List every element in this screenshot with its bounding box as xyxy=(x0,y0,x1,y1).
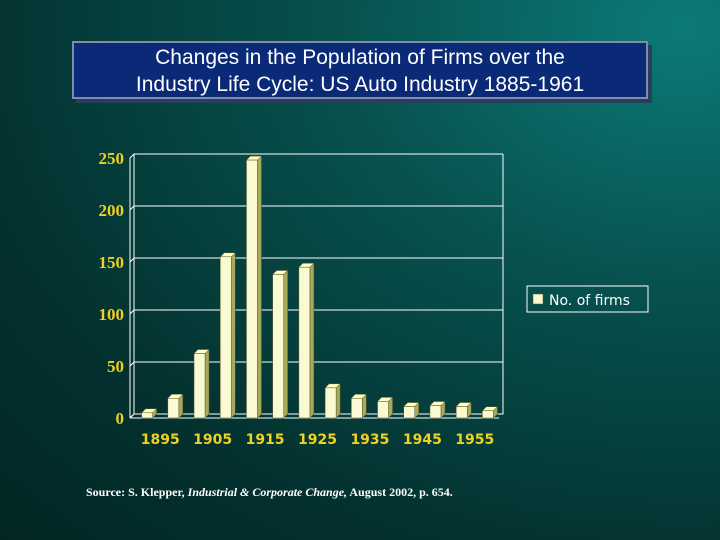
bar xyxy=(298,266,311,419)
legend-swatch xyxy=(532,293,544,305)
bar xyxy=(351,397,363,419)
x-tick-label: 1925 xyxy=(298,432,337,448)
legend-box xyxy=(526,285,649,313)
title-line-1: Changes in the Population of Firms over … xyxy=(155,46,565,69)
bar-side xyxy=(231,252,236,419)
bar xyxy=(167,397,180,419)
bar-side xyxy=(204,348,210,419)
gridline xyxy=(129,413,503,419)
plot-floor-edge xyxy=(129,154,504,419)
y-tick-label: 150 xyxy=(99,253,125,272)
x-tick-label: 1915 xyxy=(246,432,285,448)
bar-side xyxy=(178,393,184,419)
y-tick-label: 0 xyxy=(116,409,125,428)
legend-label: No. of firms xyxy=(549,293,630,309)
source-journal: Industrial & Corporate Change, xyxy=(187,485,348,499)
bar-side xyxy=(335,383,341,419)
gridline xyxy=(129,361,503,367)
bar xyxy=(193,353,206,419)
x-tick-label: 1955 xyxy=(455,432,494,448)
bar xyxy=(429,405,442,419)
x-tick-label: 1935 xyxy=(350,432,389,448)
bar xyxy=(324,387,337,419)
source-note: Source: S. Klepper, Industrial & Corpora… xyxy=(86,485,453,500)
bar xyxy=(455,406,468,419)
bar-side xyxy=(283,269,288,419)
chart-title: Changes in the Population of Firms over … xyxy=(72,41,648,99)
bar xyxy=(482,410,494,419)
y-tick-label: 50 xyxy=(107,357,124,376)
y-tick-label: 100 xyxy=(99,305,125,324)
gridline xyxy=(129,257,503,263)
source-suffix: August 2002, p. 654. xyxy=(349,485,453,499)
y-tick-label: 250 xyxy=(99,149,125,168)
x-tick-label: 1895 xyxy=(141,432,180,448)
bar xyxy=(272,274,284,419)
bar xyxy=(403,406,415,419)
x-tick-label: 1945 xyxy=(403,432,442,448)
bar-side xyxy=(309,262,315,419)
title-line-2: Industry Life Cycle: US Auto Industry 18… xyxy=(135,73,585,96)
bar-side xyxy=(257,155,262,419)
bar xyxy=(220,256,232,419)
bar-side xyxy=(388,396,393,419)
y-tick-label: 200 xyxy=(99,201,125,220)
bar-side xyxy=(362,393,367,419)
bar xyxy=(141,412,153,419)
x-tick-label: 1905 xyxy=(193,432,232,448)
gridline xyxy=(129,309,503,315)
bar xyxy=(246,159,258,419)
gridline xyxy=(129,153,503,159)
bar xyxy=(377,401,389,419)
gridline xyxy=(129,205,503,211)
source-prefix: Source: S. Klepper, xyxy=(86,485,185,499)
